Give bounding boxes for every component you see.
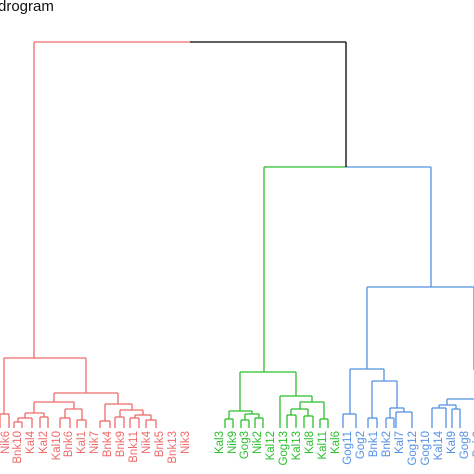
leaf-label-kal11: Kal11 (317, 431, 329, 460)
leaf-label-nik3: Nik3 (180, 431, 192, 454)
leaf-label-nik2: Nik2 (252, 431, 264, 454)
leaf-label-nik9: Nik9 (227, 431, 239, 454)
leaf-label-gog13: Gog13 (278, 431, 290, 466)
leaf-label-kal13: Kal13 (291, 431, 303, 460)
leaf-label-gog11: Gog11 (342, 431, 354, 465)
leaf-label-bnk4: Bnk4 (102, 430, 114, 457)
leaf-label-gog2: Gog2 (355, 431, 367, 459)
leaf-label-kal7: Kal7 (394, 431, 406, 454)
leaf-label-bnk13: Bnk13 (167, 431, 179, 464)
leaf-label-gog8: Gog8 (459, 431, 471, 459)
leaf-label-bnk5: Bnk5 (154, 431, 166, 457)
leaf-label-kal4: Kal4 (25, 430, 37, 454)
leaf-label-bnk10: Bnk10 (12, 431, 24, 464)
plot-title: drogram (0, 0, 54, 15)
leaf-label-nik4: Nik4 (141, 430, 153, 454)
leaf-label-nik6: Nik6 (0, 431, 12, 454)
leaf-label-nik7: Nik7 (89, 431, 101, 454)
leaf-label-bnk9: Bnk9 (115, 431, 127, 457)
leaf-label-bnk3: Bnk3 (472, 431, 474, 457)
leaf-label-kal14: Kal14 (433, 430, 445, 460)
leaf-label-kal9: Kal9 (446, 431, 458, 454)
leaf-label-bnk1: Bnk1 (368, 431, 380, 457)
leaf-label-kal1: Kal1 (76, 431, 88, 454)
leaf-label-kal2: Kal2 (38, 431, 50, 454)
leaf-label-bnk2: Bnk2 (381, 431, 393, 457)
leaf-label-gog10: Gog10 (420, 431, 432, 466)
leaf-label-gog12: Gog12 (407, 431, 419, 466)
leaf-label-kal3: Kal3 (214, 431, 226, 454)
leaf-label-kal6: Kal6 (330, 431, 342, 454)
dendrogram-branches (0, 41, 474, 428)
leaf-labels: Nik6 Bnk10 Kal4 Kal2 Kal10 Bnk6 Kal1 Nik7 Bnk4 Bn… (0, 430, 474, 465)
leaf-label-kal10: Kal10 (51, 431, 63, 460)
leaf-label-gog3: Gog3 (239, 431, 251, 459)
leaf-label-bnk6: Bnk6 (63, 431, 75, 457)
leaf-label-bnk11: Bnk11 (128, 431, 140, 463)
leaf-label-kal12: Kal12 (265, 431, 277, 460)
leaf-label-kal8: Kal8 (304, 431, 316, 454)
